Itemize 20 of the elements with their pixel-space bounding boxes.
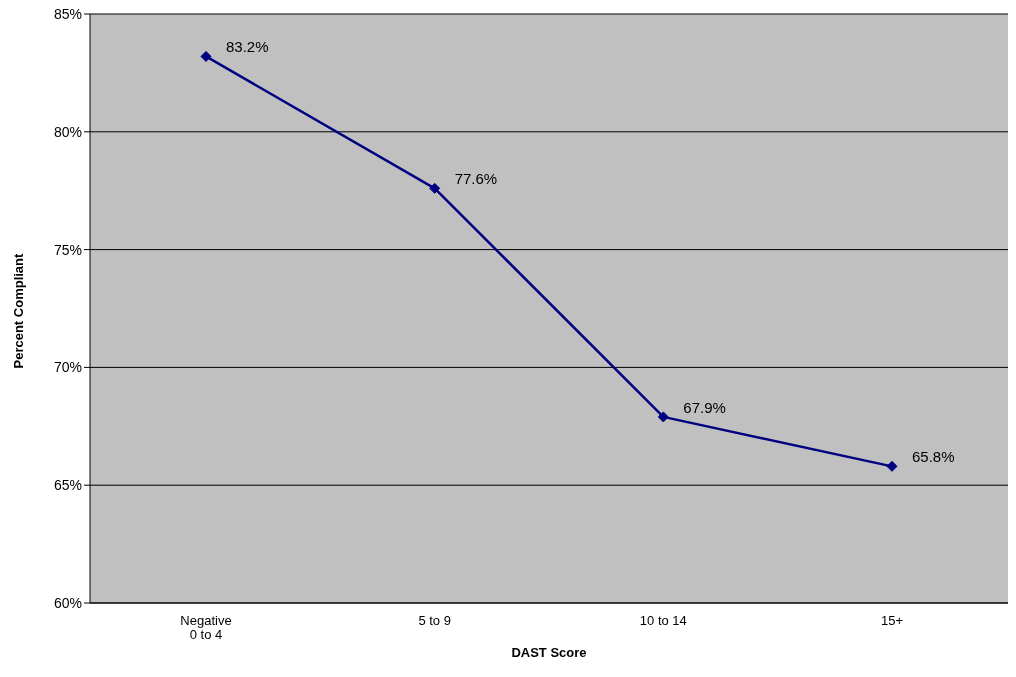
y-tick-label: 80%: [53, 123, 82, 140]
x-tick-label: Negative 0 to 4: [180, 613, 232, 642]
point: [429, 182, 441, 194]
data-label: 77.6%: [454, 170, 498, 188]
y-tick-label: 85%: [53, 5, 82, 22]
data-label: 65.8%: [912, 448, 955, 466]
point: [200, 50, 212, 62]
x-tick-label: 10 to 14: [639, 613, 687, 628]
y-tick-label: 65%: [53, 477, 82, 494]
x-axis-title: DAST Score: [511, 645, 587, 660]
data-label: 67.9%: [683, 398, 726, 416]
y-axis-title: Percent Compliant: [10, 252, 26, 369]
x-tick-label: 5 to 9: [418, 613, 451, 628]
data-label: 83.2%: [226, 38, 269, 56]
y-tick-label: 75%: [53, 241, 82, 258]
x-tick-label: 15+: [880, 613, 904, 628]
y-tick-label: 70%: [53, 359, 82, 376]
point: [886, 460, 898, 472]
y-tick-label: 60%: [53, 594, 82, 611]
point: [657, 411, 669, 423]
